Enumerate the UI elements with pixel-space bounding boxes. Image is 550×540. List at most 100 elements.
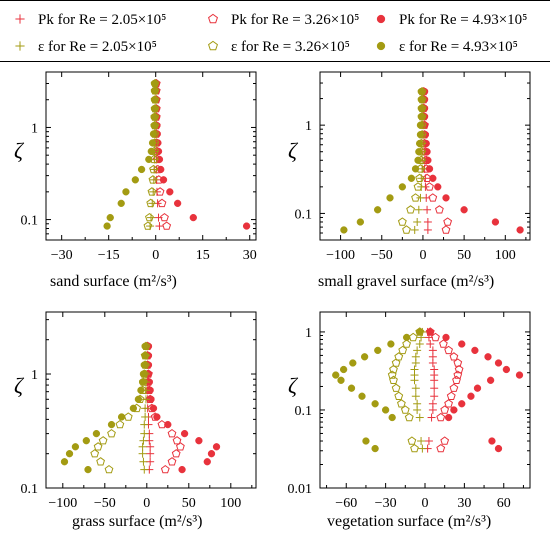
data-point <box>167 457 177 466</box>
data-point <box>150 96 159 104</box>
data-point <box>153 413 161 421</box>
data-point <box>417 104 425 112</box>
data-point <box>360 353 369 361</box>
data-point <box>141 351 149 360</box>
data-point <box>452 375 461 384</box>
data-point <box>416 121 425 129</box>
data-point <box>104 464 114 474</box>
data-point <box>381 406 390 414</box>
data-point <box>443 217 453 226</box>
data-point <box>362 437 370 445</box>
data-point <box>426 340 435 349</box>
data-point <box>371 444 379 453</box>
data-point <box>411 392 420 401</box>
data-point <box>356 218 365 226</box>
legend-label: ε for Re = 2.05×10⁵ <box>38 39 157 55</box>
data-point <box>394 391 404 400</box>
data-point <box>137 165 146 174</box>
data-point <box>387 370 397 379</box>
y-tick-label: 1 <box>31 121 38 136</box>
data-point <box>484 353 492 361</box>
legend-label: Pk for Re = 2.05×10⁵ <box>38 12 166 28</box>
data-point <box>402 333 411 342</box>
data-point <box>129 404 138 412</box>
data-point <box>373 206 382 214</box>
x-tick-label: −30 <box>375 496 397 511</box>
data-point <box>82 437 90 445</box>
x-axis-label: small gravel surface (m²/s³) <box>318 273 494 290</box>
data-point <box>93 442 103 451</box>
data-point <box>386 194 394 202</box>
legend-entry: Pk for Re = 3.26×10⁵ <box>208 12 359 28</box>
data-point <box>418 444 427 453</box>
legend-entry: ε for Re = 3.26×10⁵ <box>208 39 350 55</box>
data-point <box>428 193 438 202</box>
data-point <box>146 457 155 466</box>
data-point <box>494 444 503 453</box>
data-point <box>143 221 153 230</box>
data-series <box>425 327 464 453</box>
x-tick-label: 0 <box>422 496 429 511</box>
data-point <box>467 392 475 400</box>
data-point <box>138 449 147 458</box>
chart-panel: −60 −30 0 30 60 0.01 0.1 1 ζ vegetation surface (… <box>288 311 531 530</box>
data-series <box>387 327 425 453</box>
y-tick-label: 1 <box>305 326 312 341</box>
data-point <box>416 131 425 139</box>
data-point <box>439 339 448 348</box>
y-tick-label: 1 <box>305 119 312 134</box>
y-axis-label: ζ <box>14 138 25 163</box>
data-point <box>407 436 417 445</box>
data-point <box>389 375 398 384</box>
y-tick-label: 0.1 <box>295 404 313 419</box>
legend-marker <box>376 41 386 51</box>
data-point <box>141 404 150 413</box>
data-point <box>436 443 446 453</box>
data-point <box>349 359 357 367</box>
data-point <box>444 413 453 422</box>
data-point <box>453 358 463 367</box>
data-point <box>122 188 130 196</box>
y-tick-label: 0.1 <box>295 207 313 222</box>
data-point <box>92 429 101 438</box>
legend-marker <box>376 14 386 24</box>
legend: Pk for Re = 2.05×10⁵ Pk for Re = 3.26×10⁵… <box>0 0 550 62</box>
data-point <box>411 193 420 202</box>
data-point <box>441 225 451 234</box>
data-point <box>411 352 420 361</box>
data-point <box>140 429 149 438</box>
data-point <box>415 413 424 422</box>
x-tick-label: 30 <box>243 248 257 263</box>
x-tick-label: −50 <box>371 248 393 263</box>
legend-entry: ε for Re = 4.93×10⁵ <box>376 39 518 55</box>
data-point <box>371 400 379 408</box>
y-tick-label: 0.01 <box>288 482 313 497</box>
data-point <box>416 193 425 202</box>
data-point <box>84 465 92 474</box>
data-point <box>415 139 424 148</box>
data-point <box>430 392 439 401</box>
data-point <box>242 222 251 230</box>
data-point <box>178 465 186 474</box>
data-point <box>397 399 406 408</box>
data-point <box>428 346 437 355</box>
data-point <box>410 225 419 234</box>
x-tick-label: 60 <box>497 496 511 511</box>
x-axis-label: vegetation surface (m²/s³) <box>327 513 491 530</box>
x-tick-label: 50 <box>182 496 196 511</box>
data-point <box>90 449 100 458</box>
data-point <box>176 442 185 451</box>
data-point <box>434 183 442 191</box>
data-point <box>140 465 149 474</box>
data-point <box>431 332 440 342</box>
data-point <box>160 212 169 222</box>
data-point <box>391 383 401 392</box>
data-point <box>117 413 126 421</box>
data-point <box>453 370 463 379</box>
data-point <box>502 365 511 374</box>
data-point <box>415 173 425 182</box>
x-tick-label: −15 <box>98 248 120 263</box>
data-point <box>486 376 495 384</box>
data-point <box>402 225 411 234</box>
